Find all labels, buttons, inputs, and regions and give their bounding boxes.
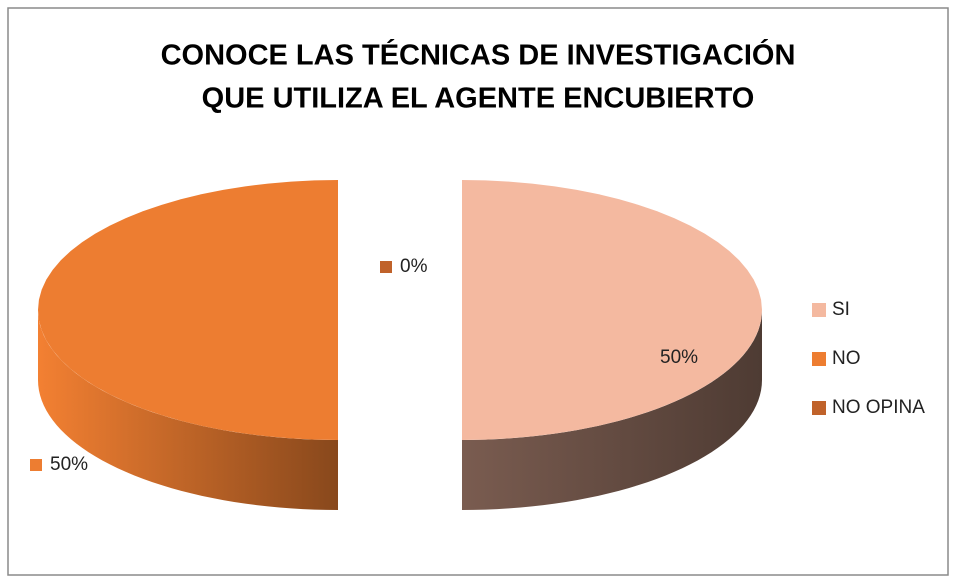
chart-title: CONOCE LAS TÉCNICAS DE INVESTIGACIÓN [161, 38, 796, 72]
data-label-key [640, 352, 652, 364]
data-label: 0% [400, 256, 428, 277]
legend-label: NO OPINA [832, 397, 925, 418]
pie-slice [38, 180, 338, 510]
data-label-key [380, 261, 392, 273]
legend-swatch [812, 352, 826, 366]
slice-top [462, 180, 762, 440]
slice-side [462, 310, 762, 510]
legend-swatch [812, 401, 826, 415]
pie-slice [462, 180, 762, 510]
data-label: 50% [50, 454, 88, 475]
chart-title: QUE UTILIZA EL AGENTE ENCUBIERTO [202, 83, 755, 115]
legend-swatch [812, 303, 826, 317]
legend-label: NO [832, 348, 861, 369]
legend-label: SI [832, 299, 850, 320]
data-label-key [30, 459, 42, 471]
data-label: 50% [660, 347, 698, 368]
slice-side [38, 310, 338, 510]
slice-top [38, 180, 338, 440]
